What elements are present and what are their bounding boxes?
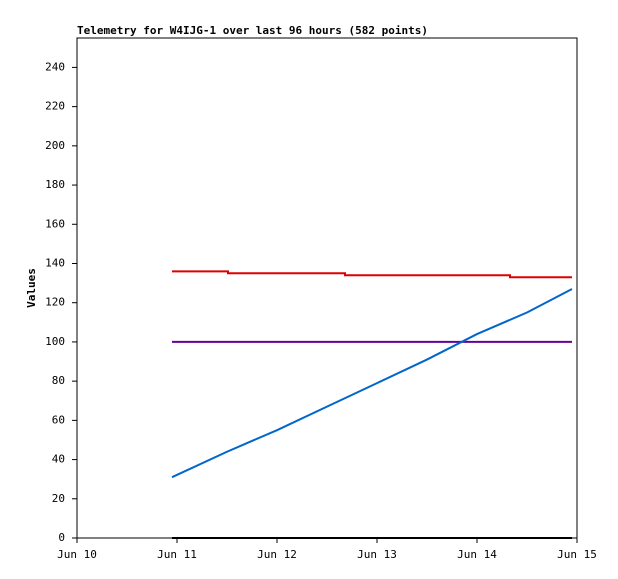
x-tick-label: Jun 12 bbox=[257, 548, 297, 561]
chart-title: Telemetry for W4IJG-1 over last 96 hours… bbox=[77, 24, 428, 37]
x-tick-label: Jun 15 bbox=[557, 548, 597, 561]
y-tick-label: 180 bbox=[45, 178, 65, 191]
y-tick-label: 240 bbox=[45, 60, 65, 73]
y-tick-label: 160 bbox=[45, 217, 65, 230]
y-tick-label: 140 bbox=[45, 256, 65, 269]
y-tick-label: 100 bbox=[45, 335, 65, 348]
y-tick-label: 60 bbox=[52, 413, 65, 426]
series-line bbox=[172, 270, 572, 279]
y-tick-label: 120 bbox=[45, 296, 65, 309]
x-tick-label: Jun 14 bbox=[457, 548, 497, 561]
x-tick-label: Jun 10 bbox=[57, 548, 97, 561]
y-tick-label: 80 bbox=[52, 374, 65, 387]
y-tick-label: 0 bbox=[58, 531, 65, 544]
y-tick-label: 220 bbox=[45, 100, 65, 113]
x-tick-label: Jun 11 bbox=[157, 548, 197, 561]
y-tick-label: 20 bbox=[52, 492, 65, 505]
y-tick-label: 200 bbox=[45, 139, 65, 152]
x-tick-label: Jun 13 bbox=[357, 548, 397, 561]
series-line bbox=[171, 288, 573, 479]
y-axis-label: Values bbox=[25, 268, 38, 308]
plot-frame bbox=[76, 37, 578, 539]
y-tick-label: 40 bbox=[52, 453, 65, 466]
